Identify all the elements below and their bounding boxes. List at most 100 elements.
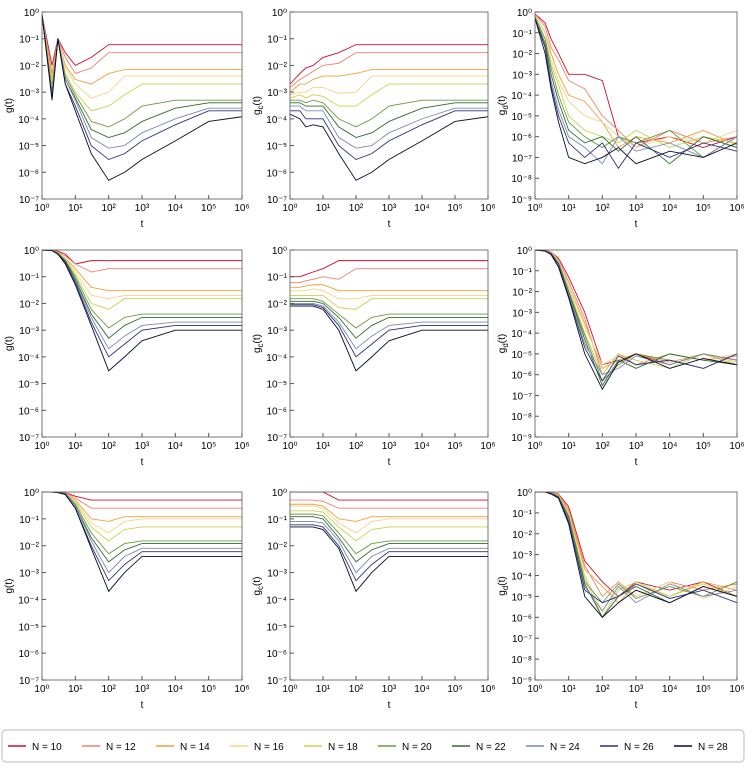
y-tick-label: 10⁻¹ — [19, 273, 39, 284]
x-tick-label: 10⁶ — [480, 203, 495, 214]
y-tick-label: 10⁻⁷ — [512, 634, 532, 645]
series-line — [535, 250, 737, 391]
x-tick-label: 10⁶ — [729, 203, 744, 214]
series-line — [42, 14, 242, 75]
series-line — [42, 492, 242, 534]
y-tick-label: 10⁻¹ — [19, 35, 39, 46]
x-tick-label: 10¹ — [316, 203, 331, 214]
panel: 10⁰ 10¹ 10² 10³ 10⁴ 10⁵ 10⁶ 10⁰ 10⁻¹ 10⁻² 10⁻³ 10⁻⁴… — [252, 8, 496, 230]
series-line — [290, 288, 488, 300]
y-axis-label-part: c — [256, 105, 265, 109]
y-tick-label: 10⁻⁷ — [19, 676, 39, 687]
series-line — [290, 302, 488, 350]
y-axis-label: gd(t) — [497, 576, 510, 595]
panel: 10⁰ 10¹ 10² 10³ 10⁴ 10⁵ 10⁶ 10⁰ 10⁻¹ 10⁻² 10⁻³ 10⁻⁴… — [252, 246, 496, 468]
y-axis-label-part: g — [252, 347, 263, 353]
y-axis-label-part: g(t) — [4, 98, 15, 113]
y-tick-label: 10⁻⁵ — [266, 142, 287, 153]
x-tick-label: 10⁰ — [34, 203, 49, 214]
y-tick-label: 10⁻¹ — [512, 509, 532, 520]
y-axis-label: gd(t) — [497, 334, 510, 353]
legend-label: N = 26 — [624, 742, 654, 753]
y-tick-label: 10⁻⁹ — [511, 676, 532, 687]
x-tick-label: 10⁵ — [696, 441, 711, 452]
y-tick-label: 10⁻⁹ — [511, 195, 532, 206]
y-tick-label: 10⁻³ — [512, 551, 532, 562]
x-tick-label: 10³ — [382, 203, 397, 214]
x-axis-label: t — [635, 457, 638, 468]
x-tick-label: 10⁶ — [234, 684, 249, 695]
y-axis-label-part: d — [501, 105, 510, 109]
y-tick-label: 10⁻⁵ — [266, 380, 287, 391]
series-line — [42, 14, 242, 112]
series-line — [290, 110, 488, 161]
x-tick-label: 10¹ — [316, 684, 331, 695]
x-tick-label: 10² — [595, 684, 610, 695]
y-tick-label: 10⁰ — [517, 246, 532, 257]
series-line — [290, 44, 488, 85]
x-tick-label: 10⁵ — [696, 203, 711, 214]
series-line — [42, 14, 242, 128]
y-tick-label: 10⁻¹ — [512, 267, 532, 278]
y-tick-label: 10⁻⁶ — [511, 613, 532, 624]
y-tick-label: 10⁻⁶ — [266, 406, 287, 417]
legend-label: N = 24 — [550, 742, 580, 753]
y-axis-label-part: (t) — [252, 96, 263, 105]
x-tick-label: 10⁴ — [662, 441, 677, 452]
legend-label: N = 12 — [106, 742, 136, 753]
series-line — [535, 18, 737, 165]
y-axis-label-part: g — [497, 110, 508, 116]
series-line — [42, 250, 242, 372]
y-tick-label: 10⁻¹ — [267, 35, 287, 46]
series-line — [290, 300, 488, 339]
y-tick-label: 10⁻³ — [267, 569, 287, 580]
y-tick-label: 10⁻⁷ — [267, 676, 287, 687]
x-tick-label: 10¹ — [316, 441, 331, 452]
x-tick-label: 10⁴ — [168, 441, 183, 452]
x-tick-label: 10⁰ — [282, 441, 297, 452]
series-line — [290, 105, 488, 149]
y-axis-label-part: g — [252, 109, 263, 115]
y-tick-label: 10⁻⁸ — [511, 655, 532, 666]
series-line — [535, 18, 737, 170]
y-tick-label: 10⁻⁶ — [18, 168, 39, 179]
x-tick-label: 10² — [349, 203, 364, 214]
y-tick-label: 10⁻⁷ — [19, 195, 39, 206]
y-axis-label-part: c — [256, 586, 265, 590]
legend-label: N = 10 — [32, 742, 62, 753]
x-tick-label: 10⁵ — [201, 684, 216, 695]
x-tick-label: 10⁴ — [414, 684, 429, 695]
y-tick-label: 10⁻² — [267, 61, 287, 72]
y-tick-label: 10⁻² — [19, 61, 39, 72]
x-tick-label: 10⁴ — [168, 203, 183, 214]
series-line — [290, 99, 488, 128]
x-tick-label: 10¹ — [68, 684, 83, 695]
series-line — [535, 13, 737, 149]
y-tick-label: 10⁻⁵ — [511, 350, 532, 361]
series-line — [290, 516, 488, 563]
y-tick-label: 10⁻⁶ — [266, 168, 287, 179]
y-axis-label: gc(t) — [252, 576, 265, 595]
y-tick-label: 10⁻⁶ — [18, 406, 39, 417]
y-tick-label: 10⁻⁴ — [511, 329, 532, 340]
y-tick-label: 10⁻⁴ — [266, 595, 287, 606]
series-line — [290, 83, 488, 107]
y-axis-label-part: (t) — [497, 334, 508, 343]
x-tick-label: 10⁰ — [282, 684, 297, 695]
y-tick-label: 10⁻² — [512, 50, 532, 61]
x-axis-label: t — [635, 700, 638, 711]
series-line — [290, 75, 488, 96]
series-line — [290, 113, 488, 181]
x-tick-label: 10⁰ — [527, 203, 542, 214]
x-tick-label: 10⁰ — [34, 684, 49, 695]
plot-frame — [41, 491, 243, 681]
plot-frame — [41, 11, 243, 200]
x-tick-label: 10⁵ — [201, 441, 216, 452]
y-tick-label: 10⁻³ — [267, 326, 287, 337]
series-line — [290, 499, 488, 509]
series-line — [535, 14, 737, 149]
series-line — [42, 250, 242, 339]
y-tick-label: 10⁻⁴ — [266, 115, 287, 126]
x-tick-label: 10⁴ — [662, 684, 677, 695]
plot-frame — [289, 491, 489, 681]
